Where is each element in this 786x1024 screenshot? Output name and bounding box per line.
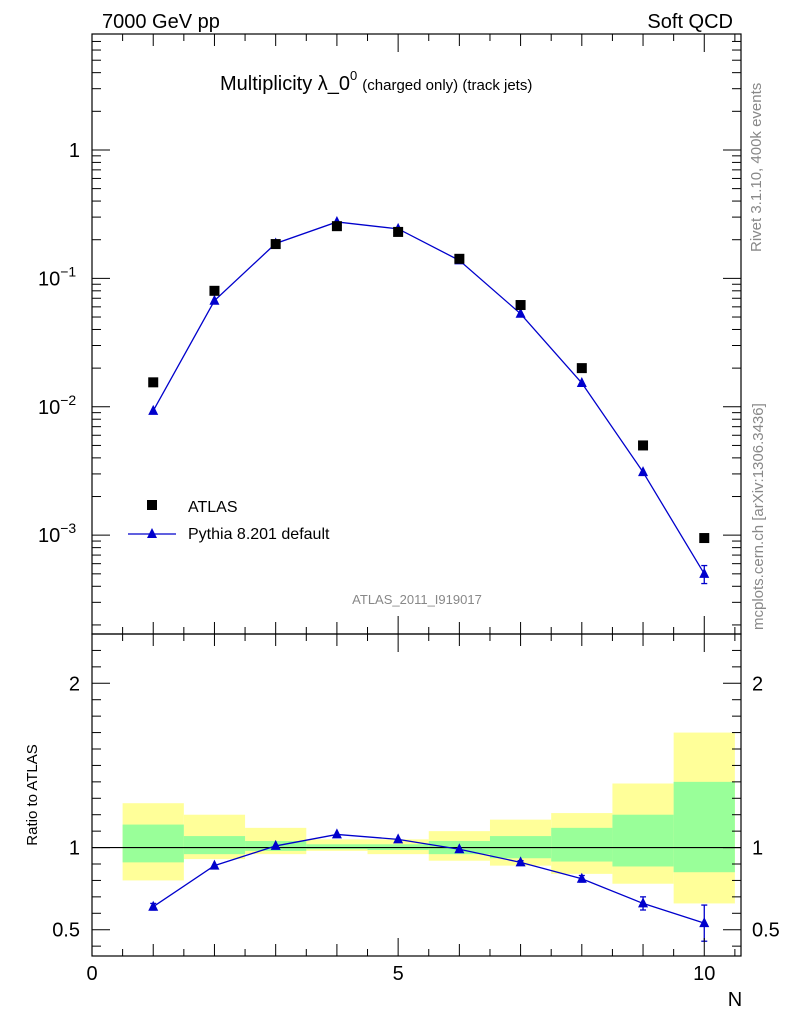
legend-mc-label: Pythia 8.201 default: [188, 526, 330, 543]
x-axis-label: N: [728, 989, 742, 1011]
ratio-panel-ticks: 0.5 0.5 1 1 2 2 0 5 10: [52, 634, 780, 985]
category-label: Soft QCD: [647, 11, 733, 33]
ratio-y-tick-label: 0.5: [52, 920, 80, 942]
ratio-mc-point: [148, 900, 159, 911]
legend-atlas-marker: [147, 500, 157, 510]
y-tick-label: 10−2: [38, 392, 76, 419]
mc-point: [699, 567, 710, 578]
ratio-band-inner: [122, 824, 184, 863]
ratio-mc-point: [699, 917, 710, 928]
atlas-point: [699, 533, 710, 544]
ratio-band-inner: [306, 844, 368, 850]
ratio-mc-line: [152, 833, 705, 924]
ratio-panel-frame: [91, 633, 742, 957]
ratio-mc-point: [393, 833, 404, 844]
ratio-mc-point: [454, 843, 465, 854]
ratio-mc-point: [576, 872, 587, 883]
main-panel-marks: [148, 215, 710, 585]
y-tick-label: 10−3: [38, 520, 76, 547]
atlas-point: [209, 285, 220, 296]
x-tick-label: 5: [393, 963, 404, 985]
legend-mc-marker: [147, 528, 157, 538]
ratio-axis-label: Ratio to ATLAS: [24, 744, 41, 845]
atlas-point: [148, 377, 159, 388]
mc-point: [515, 307, 526, 318]
ratio-band-inner: [551, 827, 613, 862]
atlas-point: [576, 363, 587, 374]
atlas-point: [454, 253, 465, 264]
plot-title-main: Multiplicity λ_0: [220, 73, 350, 95]
atlas-point: [638, 440, 649, 451]
rivet-version-label: Rivet 3.1.10, 400k events: [748, 83, 765, 252]
ratio-y-tick-label-right: 2: [752, 673, 763, 695]
ratio-panel-marks: [92, 732, 741, 942]
main-panel: 1 10−1 10−2 10−3 ATLAS_2011_I919017 ATLAS P…: [38, 33, 742, 635]
ratio-band-inner: [612, 814, 674, 867]
x-tick-label: 10: [693, 963, 715, 985]
ratio-band-inner: [673, 781, 735, 873]
main-panel-frame: [91, 33, 742, 635]
atlas-point: [515, 300, 526, 311]
x-tick-label: 0: [86, 963, 97, 985]
y-tick-label: 1: [69, 140, 80, 162]
legend: ATLAS Pythia 8.201 default: [128, 499, 330, 543]
ratio-y-tick-label-right: 0.5: [752, 920, 780, 942]
ratio-mc-point: [638, 897, 649, 908]
main-panel-ticks: 1 10−1 10−2 10−3: [38, 33, 741, 634]
mc-point: [209, 294, 220, 305]
atlas-point: [393, 226, 404, 237]
mcplots-reference-label: mcplots.cern.ch [arXiv:1306.3436]: [750, 403, 767, 630]
ratio-mc-point: [331, 828, 342, 839]
plot-title: Multiplicity λ_00 (charged only) (track j…: [220, 68, 532, 95]
atlas-point: [331, 221, 342, 232]
ratio-mc-point: [209, 859, 220, 870]
mc-point: [638, 466, 649, 477]
y-tick-label: 10−1: [38, 263, 76, 290]
analysis-watermark: ATLAS_2011_I919017: [352, 592, 482, 607]
legend-atlas-label: ATLAS: [188, 499, 238, 516]
mc-point: [148, 404, 159, 415]
energy-label: 7000 GeV pp: [102, 11, 220, 33]
ratio-mc-point: [515, 856, 526, 867]
mc-line: [152, 221, 705, 575]
ratio-band-inner: [183, 836, 246, 855]
atlas-point: [270, 239, 281, 250]
ratio-y-tick-label: 1: [69, 838, 80, 860]
plot-title-subtitle: (charged only) (track jets): [362, 77, 532, 94]
mc-point: [576, 377, 587, 388]
ratio-y-tick-label: 2: [69, 673, 80, 695]
ratio-mc-point: [270, 839, 281, 850]
ratio-y-tick-label-right: 1: [752, 838, 763, 860]
ratio-panel: 0.5 0.5 1 1 2 2 0 5 10 Ratio to ATLAS N: [24, 633, 780, 1011]
plot-title-superscript: 0: [350, 68, 357, 83]
